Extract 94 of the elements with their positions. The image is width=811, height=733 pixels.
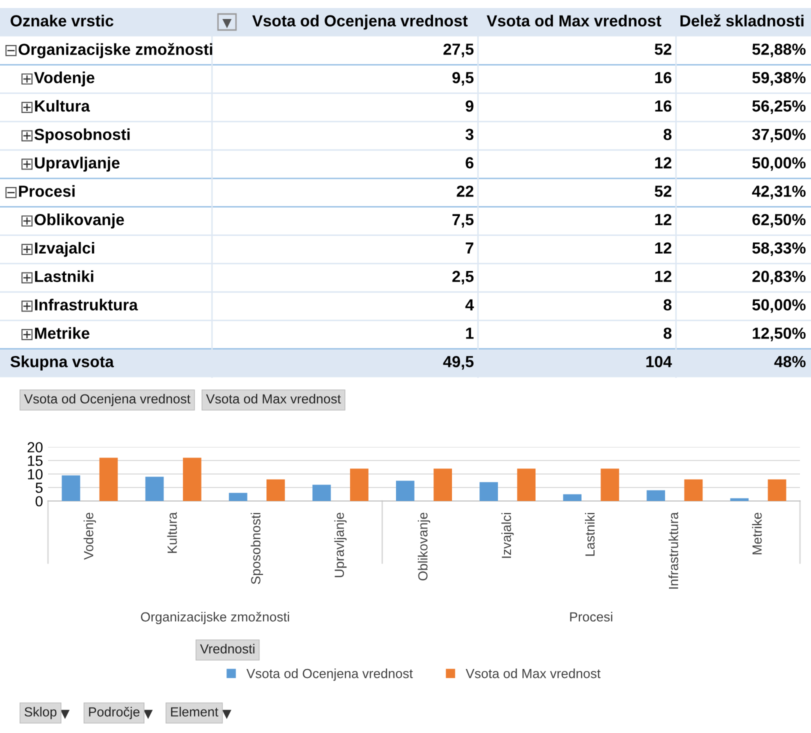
- data-label: 12: [655, 214, 672, 226]
- x-tick-label: Lastniki: [584, 512, 595, 556]
- y-tick-label: 10: [28, 469, 43, 480]
- data-label: 12: [655, 242, 672, 254]
- data-label: 12,50%: [752, 328, 806, 342]
- data-label: 12: [655, 270, 672, 282]
- data-label: 56,25%: [752, 100, 806, 114]
- data-label: 16: [655, 100, 672, 112]
- category-label: Kultura: [35, 100, 90, 112]
- x-tick-label: Sposobnosti: [250, 512, 264, 584]
- bar: [730, 498, 749, 501]
- x-tick-label: Kultura: [167, 512, 177, 553]
- text: Sklop: [24, 706, 56, 720]
- data-label: 20,83%: [752, 270, 806, 284]
- data-label: 37,50%: [752, 128, 806, 142]
- y-tick-label: 0: [36, 496, 43, 506]
- category-label: Lastniki: [35, 270, 94, 282]
- data-label: 42,31%: [752, 186, 806, 200]
- data-label: 9: [466, 100, 474, 112]
- bar: [99, 458, 118, 501]
- data-label: 27,5: [443, 44, 474, 58]
- bar: [600, 468, 620, 501]
- bar: [646, 490, 666, 501]
- data-label: 7,5: [452, 214, 474, 228]
- y-tick-label: 5: [36, 482, 43, 493]
- bar: [182, 458, 202, 501]
- bar: [396, 480, 414, 501]
- data-label: 48%: [774, 356, 806, 368]
- data-label: 62,50%: [752, 214, 806, 228]
- text: Delež skladnosti: [680, 14, 804, 26]
- x-tick-label: Vodenje: [84, 512, 96, 560]
- category-label: Upravljanje: [34, 156, 120, 172]
- bar: [563, 494, 582, 501]
- data-label: 52,88%: [752, 44, 806, 58]
- data-label: 9,5: [452, 72, 474, 86]
- data-label: 1: [466, 328, 474, 339]
- x-tick-label: Izvajalci: [501, 513, 514, 558]
- category-label: Procesi: [19, 185, 75, 197]
- text: Organizacijske zmožnosti: [140, 612, 290, 624]
- data-label: 4: [465, 299, 474, 310]
- data-label: 3: [465, 128, 474, 140]
- data-label: 2,5: [452, 270, 474, 284]
- y-tick-label: 20: [28, 442, 43, 452]
- text: Področje: [89, 706, 140, 720]
- bar: [480, 482, 498, 501]
- data-label: 104: [646, 356, 672, 368]
- data-label: 22: [456, 186, 474, 197]
- category-label: Sposobnosti: [34, 128, 130, 144]
- y-tick-label: 15: [28, 456, 43, 466]
- data-label: 8: [664, 299, 672, 310]
- x-tick-label: Oblikovanje: [418, 512, 430, 580]
- category-label: Izvajalci: [35, 242, 94, 257]
- data-label: 50,00%: [752, 299, 806, 313]
- data-label: 8: [664, 128, 672, 140]
- legend-label: Vsota od Ocenjena vrednost: [246, 668, 413, 681]
- data-label: 59,38%: [752, 72, 806, 86]
- data-label: 52: [654, 186, 672, 197]
- text: Element: [171, 706, 218, 717]
- bar: [684, 479, 703, 501]
- category-label: Oblikovanje: [34, 214, 124, 228]
- data-label: 7: [466, 242, 474, 254]
- bar: [62, 475, 80, 501]
- data-label: 16: [655, 72, 672, 84]
- bar: [145, 476, 164, 501]
- bar: [266, 479, 285, 501]
- x-tick-label: Infrastruktura: [668, 512, 678, 589]
- category-label: Organizacijske zmožnosti: [18, 42, 212, 58]
- bar: [312, 484, 331, 501]
- bar: [517, 468, 536, 501]
- category-label: Metrike: [35, 327, 90, 339]
- bar: [434, 468, 452, 501]
- text: Vrednosti: [200, 644, 254, 654]
- bar: [228, 492, 248, 501]
- text: Vsota od Ocenjena vrednost: [252, 14, 468, 30]
- data-label: 49,5: [443, 356, 474, 370]
- text: Oznake vrstic: [10, 14, 114, 26]
- data-label: 58,33%: [752, 242, 806, 256]
- text: Vsota od Max vrednost: [486, 14, 662, 26]
- legend-label: Vsota od Max vrednost: [466, 668, 601, 678]
- data-label: 52: [654, 44, 672, 55]
- text: Procesi: [570, 612, 612, 622]
- data-label: 6: [466, 157, 474, 168]
- data-label: 12: [655, 157, 672, 168]
- category-label: Vodenje: [34, 72, 94, 86]
- data-label: 8: [664, 328, 672, 339]
- text: Vsota od Ocenjena vrednost: [24, 394, 190, 406]
- bar: [768, 479, 786, 501]
- text: Vsota od Max vrednost: [206, 394, 341, 404]
- data-label: 50,00%: [752, 157, 806, 171]
- x-tick-label: Upravljanje: [334, 512, 347, 578]
- bar: [350, 468, 368, 501]
- category-label: Skupna vsota: [10, 356, 114, 370]
- category-label: Infrastruktura: [35, 298, 138, 310]
- x-tick-label: Metrike: [752, 512, 762, 554]
